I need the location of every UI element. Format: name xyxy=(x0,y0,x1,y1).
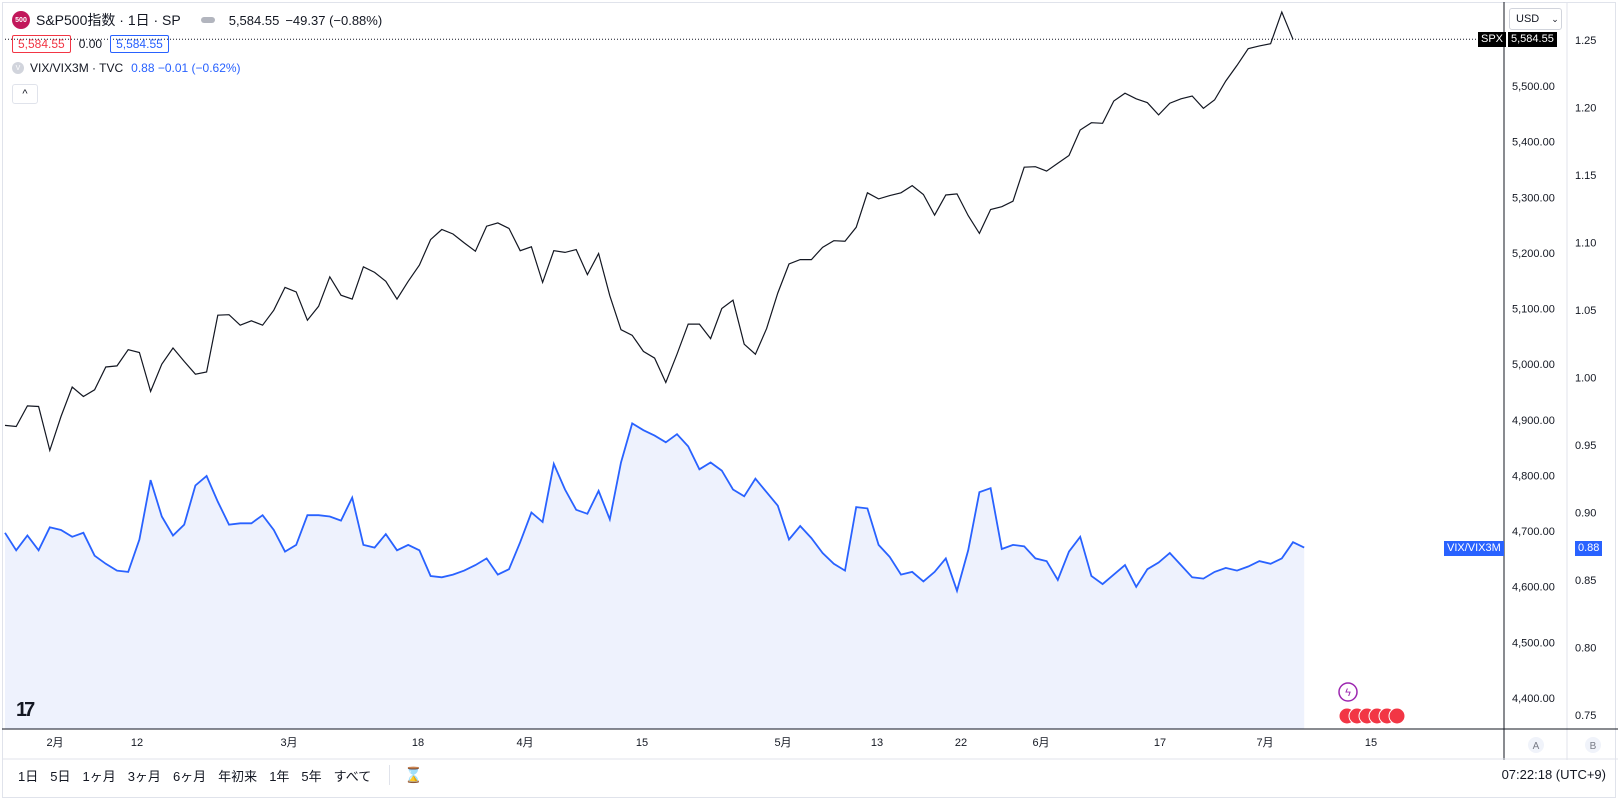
timeframe-3[interactable]: 3ヶ月 xyxy=(127,768,161,784)
time-tick-label: 2月 xyxy=(46,737,63,749)
scale-a-label: A xyxy=(1533,741,1540,752)
right-tick-label: 1.20 xyxy=(1575,103,1596,115)
time-tick-label: 4月 xyxy=(516,737,533,749)
vix-area-fill xyxy=(5,423,1305,729)
bid-ask-row: 5,584.55 0.00 5,584.55 xyxy=(12,32,388,56)
time-tick-label: 7月 xyxy=(1256,737,1273,749)
left-tick-label: 4,900.00 xyxy=(1512,415,1555,427)
time-tick-label: 13 xyxy=(871,737,883,749)
timeframe-6[interactable]: 1年 xyxy=(269,768,290,784)
toolbar-divider xyxy=(389,765,391,785)
timeframe-toolbar: 1日 5日 1ヶ月 3ヶ月 6ヶ月 年初来 1年 5年 すべて ⌛ xyxy=(0,760,1620,790)
left-tick-label: 5,400.00 xyxy=(1512,137,1555,149)
currency-value: USD xyxy=(1516,13,1540,25)
symbol-legend-row[interactable]: 500 S&P500指数 · 1日 · SP 5,584.55 −49.37 (… xyxy=(12,8,388,32)
timeframe-5[interactable]: 年初来 xyxy=(218,768,258,784)
chevron-up-icon: ^ xyxy=(22,88,28,100)
time-tick-label: 17 xyxy=(1154,737,1166,749)
right-tick-label: 1.15 xyxy=(1575,170,1596,182)
time-tick-label: 15 xyxy=(636,737,648,749)
timeframe-8[interactable]: すべて xyxy=(333,768,372,784)
left-price-axis[interactable]: 5,500.00 5,400.00 5,300.00 5,200.00 5,100.00… xyxy=(1512,81,1555,705)
time-tick-label: 12 xyxy=(131,737,143,749)
symbol-title[interactable]: S&P500指数 · 1日 · SP xyxy=(36,12,181,28)
spx-axis-value-tag: 5,584.55 xyxy=(1508,32,1557,48)
indicator-logo: V xyxy=(12,62,24,74)
vix-axis-value-tag: 0.88 xyxy=(1575,540,1603,556)
left-tick-label: 4,700.00 xyxy=(1512,526,1555,538)
left-tick-label: 4,800.00 xyxy=(1512,470,1555,482)
symbol-logo: 500 xyxy=(12,11,30,29)
spx-series-line xyxy=(4,10,1294,453)
left-tick-label: 5,200.00 xyxy=(1512,248,1555,260)
vix-axis-name-tag: VIX/VIX3M xyxy=(1444,540,1504,556)
dividend-event-icon[interactable] xyxy=(1338,682,1358,702)
right-tick-label: 0.80 xyxy=(1575,643,1596,655)
left-tick-label: 5,300.00 xyxy=(1512,192,1555,204)
indicator-title[interactable]: VIX/VIX3M · TVC xyxy=(30,61,124,75)
chevron-down-icon: ⌄ xyxy=(1551,13,1559,24)
right-tick-label: 0.75 xyxy=(1575,710,1596,722)
left-tick-label: 5,000.00 xyxy=(1512,359,1555,371)
buy-price-box[interactable]: 5,584.55 xyxy=(110,35,169,53)
right-price-axis[interactable]: 1.25 1.20 1.15 1.10 1.05 1.00 0.95 0.90 0.85 0.80… xyxy=(1575,35,1596,722)
currency-select[interactable]: USD ⌄ xyxy=(1509,8,1562,30)
time-axis[interactable]: 2月 12 3月 18 4月 15 5月 13 22 6月 17 7月 15 xyxy=(46,737,1377,749)
right-tick-label: 1.05 xyxy=(1575,305,1596,317)
left-tick-label: 4,400.00 xyxy=(1512,693,1555,705)
left-tick-label: 5,500.00 xyxy=(1512,81,1555,93)
market-status-icon[interactable] xyxy=(200,17,215,23)
clock[interactable]: 07:22:18 (UTC+9) xyxy=(1501,767,1606,782)
time-tick-label: 15 xyxy=(1365,737,1377,749)
left-tick-label: 4,600.00 xyxy=(1512,582,1555,594)
vix-series-line xyxy=(4,422,1305,594)
right-tick-label: 0.95 xyxy=(1575,440,1596,452)
right-tick-label: 1.25 xyxy=(1575,35,1596,47)
economic-events-icons[interactable] xyxy=(1338,707,1406,725)
date-range-icon[interactable]: ⌛ xyxy=(404,767,423,784)
timeframe-4[interactable]: 6ヶ月 xyxy=(172,768,207,784)
left-tick-label: 4,500.00 xyxy=(1512,637,1555,649)
timeframe-2[interactable]: 1ヶ月 xyxy=(82,768,116,784)
right-tick-label: 0.85 xyxy=(1575,575,1596,587)
time-tick-label: 22 xyxy=(955,737,967,749)
spread-value: 0.00 xyxy=(78,37,103,51)
time-tick-label: 3月 xyxy=(280,737,297,749)
timeframe-1[interactable]: 5日 xyxy=(50,768,71,784)
time-tick-label: 18 xyxy=(412,737,424,749)
timeframe-0[interactable]: 1日 xyxy=(18,768,39,784)
timeframe-7[interactable]: 5年 xyxy=(301,768,322,784)
spx-axis-name-tag: SPX xyxy=(1478,32,1507,48)
tradingview-logo[interactable]: 17 xyxy=(16,699,35,721)
sell-price-box[interactable]: 5,584.55 xyxy=(12,35,71,53)
right-tick-label: 1.00 xyxy=(1575,373,1596,385)
indicator-legend-row[interactable]: V VIX/VIX3M · TVC 0.88 −0.01 (−0.62%) xyxy=(12,56,388,80)
left-tick-label: 5,100.00 xyxy=(1512,304,1555,316)
time-tick-label: 5月 xyxy=(774,737,791,749)
legend-collapse-button[interactable]: ^ xyxy=(12,84,38,104)
indicator-values: 0.88 −0.01 (−0.62%) xyxy=(131,61,241,75)
scale-b-label: B xyxy=(1590,741,1597,752)
price-change: −49.37 (−0.88%) xyxy=(285,12,383,28)
right-tick-label: 1.10 xyxy=(1575,238,1596,250)
right-tick-label: 0.90 xyxy=(1575,508,1596,520)
timeframe-list: 1日 5日 1ヶ月 3ヶ月 6ヶ月 年初来 1年 5年 すべて xyxy=(0,766,371,785)
scale-b-button[interactable] xyxy=(1585,737,1601,753)
lightning-icon: ϟ xyxy=(1345,687,1351,699)
chart-legend: 500 S&P500指数 · 1日 · SP 5,584.55 −49.37 (… xyxy=(12,8,388,104)
scale-a-button[interactable] xyxy=(1528,737,1544,753)
last-price: 5,584.55 xyxy=(228,12,280,28)
time-tick-label: 6月 xyxy=(1032,737,1049,749)
